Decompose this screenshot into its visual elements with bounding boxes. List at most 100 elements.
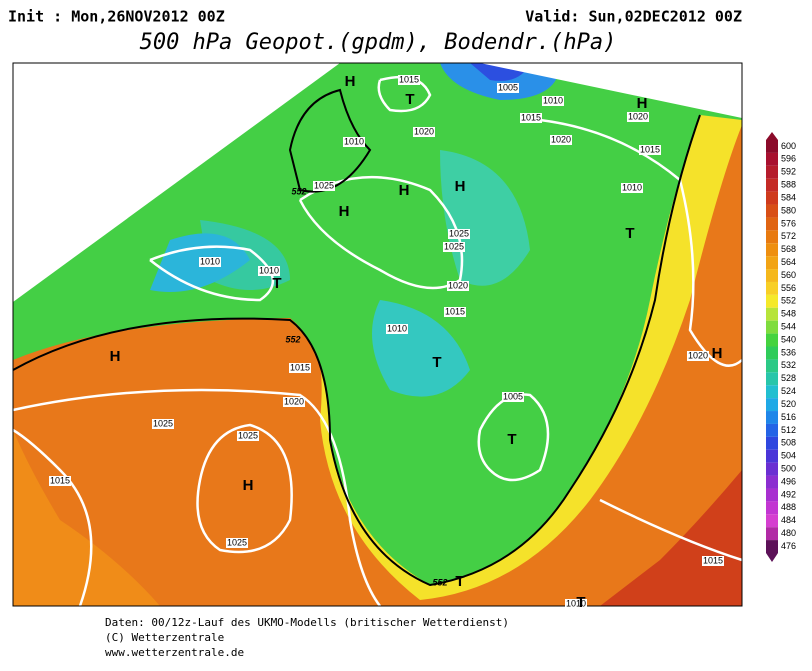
map-title: 500 hPa Geopot.(gpdm), Bodendr.(hPa): [140, 30, 617, 55]
isobar-label: 1015: [50, 475, 70, 485]
legend-label: 484: [781, 515, 796, 525]
isobar-label-bg: [447, 281, 469, 291]
isobar-label-bg: [702, 556, 724, 566]
legend-swatch: [766, 411, 778, 424]
pressure-system: T: [507, 431, 516, 448]
isobar-label: 1010: [387, 323, 407, 333]
legend-swatch: [766, 372, 778, 386]
legend-label: 540: [781, 334, 796, 344]
isobar-label: 1010: [566, 598, 586, 608]
isobar-label-bg: [502, 392, 524, 402]
footer-copyright: (C) Wetterzentrale: [105, 631, 224, 644]
isobar-label: 1015: [521, 112, 541, 122]
isobar-label: 1025: [227, 537, 247, 547]
isobar-label-bg: [226, 538, 248, 548]
isobar-label: 1005: [498, 82, 518, 92]
legend-label: 492: [781, 489, 796, 499]
legend-label: 532: [781, 360, 796, 370]
isobar-label: 1005: [503, 391, 523, 401]
isobar-label-bg: [497, 83, 519, 93]
legend-label: 548: [781, 309, 796, 319]
isobar-label-bg: [398, 75, 420, 85]
legend-label: 500: [781, 463, 796, 473]
legend-swatch: [766, 307, 778, 321]
pressure-system: H: [637, 95, 648, 112]
isobar-label-bg: [621, 183, 643, 193]
isobar-label-bg: [386, 324, 408, 334]
isobar-label-bg: [444, 307, 466, 317]
legend-swatch: [766, 540, 778, 553]
map: [12, 62, 743, 607]
legend-cap: [766, 553, 778, 562]
isobar-label: 1015: [290, 362, 310, 372]
isobar-label-bg: [237, 431, 259, 441]
isobar-label: 1015: [703, 555, 723, 565]
isobar-label: 1020: [284, 396, 304, 406]
legend-label: 544: [781, 322, 796, 332]
outside-domain: [13, 63, 340, 302]
footer-source: Daten: 00/12z-Lauf des UKMO-Modells (bri…: [105, 616, 509, 629]
isobar-label: 1025: [444, 241, 464, 251]
legend-swatch: [766, 423, 778, 437]
legend-label: 516: [781, 412, 796, 422]
isobar-label: 1010: [622, 182, 642, 192]
legend-label: 580: [781, 205, 796, 215]
legend-swatch: [766, 475, 778, 489]
isobar-label-bg: [542, 96, 564, 106]
legend-swatch: [766, 243, 778, 257]
legend-swatch: [766, 346, 778, 360]
pressure-system: H: [399, 182, 410, 199]
isobar-label: 1010: [200, 256, 220, 266]
isobar-label: 1015: [640, 144, 660, 154]
contour-552: [12, 114, 701, 587]
pressure-system: H: [339, 203, 350, 220]
legend-swatch: [766, 449, 778, 463]
isobar-label: 1015: [399, 74, 419, 84]
isobar-label-bg: [283, 397, 305, 407]
isobar-label: 1010: [543, 95, 563, 105]
legend-label: 528: [781, 373, 796, 383]
legend-swatch: [766, 398, 778, 412]
legend-swatch: [766, 320, 778, 334]
pressure-system: H: [455, 178, 466, 195]
isobar-label: 1015: [445, 306, 465, 316]
legend-swatch: [766, 269, 778, 282]
legend-swatch: [766, 359, 778, 373]
legend-swatch: [766, 204, 778, 218]
isobar-label-bg: [49, 476, 71, 486]
pressure-system: T: [272, 275, 281, 292]
isobar-label-bg: [289, 363, 311, 373]
contour-label: 552: [432, 577, 447, 587]
legend-label: 592: [781, 167, 796, 177]
legend-label: 496: [781, 476, 796, 486]
pressure-system: H: [712, 345, 723, 362]
isobar-label-bg: [520, 113, 542, 123]
isobar-label-bg: [565, 599, 587, 609]
contour-label: 552: [285, 334, 300, 344]
isobar-label-bg: [448, 229, 470, 239]
legend-swatch: [766, 230, 778, 244]
footer-url: www.wetterzentrale.de: [105, 646, 244, 659]
isobar-label-bg: [443, 242, 465, 252]
isobar-label: 1020: [551, 134, 571, 144]
legend-swatch: [766, 436, 778, 450]
legend-label: 556: [781, 283, 796, 293]
legend-label: 588: [781, 180, 796, 190]
legend-swatch: [766, 385, 778, 399]
legend-label: 568: [781, 244, 796, 254]
legend-swatch: [766, 165, 778, 179]
legend-swatch: [766, 191, 778, 205]
warm-area: [13, 300, 160, 606]
legend-swatch: [766, 140, 778, 153]
legend-swatch: [766, 281, 778, 295]
valid-time: Valid: Sun,02DEC2012 00Z: [525, 8, 742, 26]
pressure-system: H: [243, 477, 254, 494]
outside-domain: [480, 63, 742, 118]
legend-swatch: [766, 501, 778, 515]
legend-label: 504: [781, 451, 796, 461]
isobar-label: 1010: [344, 136, 364, 146]
pressure-system: T: [455, 573, 464, 590]
contour-label: 552: [291, 186, 306, 196]
legend-label: 512: [781, 425, 796, 435]
